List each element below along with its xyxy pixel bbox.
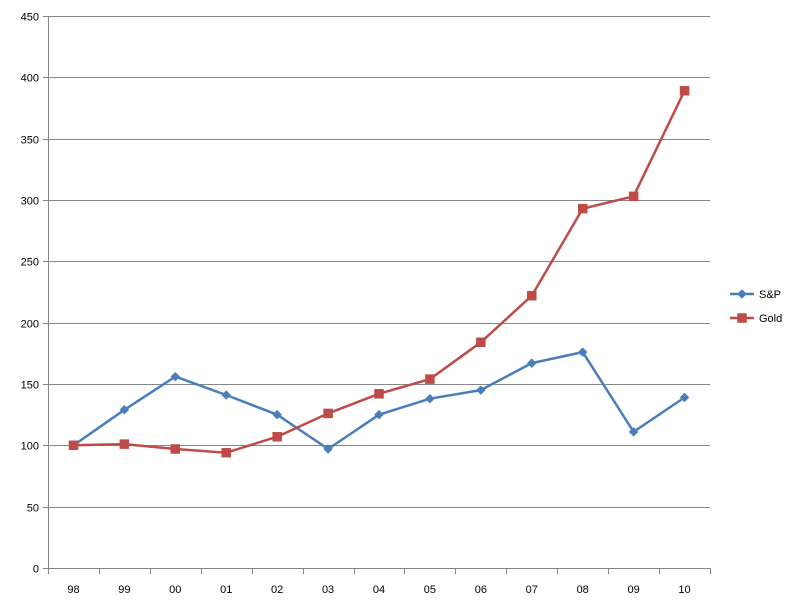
y-tick-label: 400 bbox=[21, 73, 39, 85]
data-point-00 bbox=[170, 371, 181, 382]
y-axis-ticks: 0 50 100 150 200 250 300 350 400 450 bbox=[21, 12, 48, 576]
data-point-05 bbox=[425, 374, 435, 384]
data-point-02 bbox=[272, 431, 282, 442]
data-point-08 bbox=[577, 203, 588, 214]
x-tick-label-04: 04 bbox=[373, 584, 385, 596]
y-tick-label: 100 bbox=[21, 441, 39, 453]
data-point-09 bbox=[628, 426, 639, 437]
y-tick-label: 0 bbox=[33, 564, 39, 576]
y-tick-label: 150 bbox=[21, 380, 39, 392]
data-point-03 bbox=[323, 408, 333, 419]
legend-label: Gold bbox=[759, 313, 782, 325]
gridlines bbox=[48, 16, 710, 508]
x-axis-ticks: 98 99 00 01 02 03 04 05 06 07 08 09 10 bbox=[48, 568, 711, 596]
data-point-02 bbox=[272, 409, 283, 420]
x-tick-label-05: 05 bbox=[424, 584, 436, 596]
y-tick-label: 350 bbox=[21, 135, 39, 147]
legend-item: Gold bbox=[730, 313, 782, 325]
x-tick-label-02: 02 bbox=[271, 584, 283, 596]
y-tick-label: 50 bbox=[27, 503, 39, 515]
data-point-98 bbox=[68, 440, 79, 451]
data-point-05 bbox=[425, 393, 435, 404]
legend-marker bbox=[737, 313, 747, 323]
x-tick-label-09: 09 bbox=[627, 584, 639, 596]
data-point-03 bbox=[323, 444, 333, 454]
y-tick-label: 250 bbox=[21, 257, 39, 269]
series-gold bbox=[68, 86, 690, 458]
y-tick-label: 200 bbox=[21, 319, 39, 331]
data-point-07 bbox=[526, 358, 537, 369]
data-point-08 bbox=[577, 347, 588, 357]
data-point-01 bbox=[221, 447, 231, 458]
x-tick-label-03: 03 bbox=[322, 584, 334, 596]
data-point-10 bbox=[679, 392, 690, 403]
data-point-01 bbox=[221, 390, 232, 400]
data-point-10 bbox=[679, 86, 690, 96]
data-point-99 bbox=[119, 439, 130, 449]
x-tick-label-07: 07 bbox=[526, 584, 538, 596]
data-point-09 bbox=[628, 191, 639, 202]
legend-marker bbox=[737, 289, 747, 299]
data-point-00 bbox=[170, 444, 181, 454]
x-tick-label-06: 06 bbox=[475, 584, 487, 596]
y-tick-label: 300 bbox=[21, 196, 39, 208]
data-point-06 bbox=[476, 337, 486, 348]
x-tick-label-01: 01 bbox=[220, 584, 232, 596]
axes bbox=[48, 16, 710, 569]
legend-label: S&P bbox=[759, 289, 781, 301]
x-tick-label-10: 10 bbox=[678, 584, 690, 596]
x-tick-label-08: 08 bbox=[577, 584, 589, 596]
data-point-07 bbox=[527, 290, 537, 301]
x-tick-label-00: 00 bbox=[169, 584, 181, 596]
series-layer bbox=[68, 86, 690, 458]
legend-item: S&P bbox=[730, 289, 781, 301]
x-tick-label-98: 98 bbox=[67, 584, 79, 596]
data-point-04 bbox=[374, 389, 384, 399]
data-point-06 bbox=[475, 385, 486, 395]
y-tick-label: 450 bbox=[21, 12, 39, 24]
legend: S&P Gold bbox=[730, 289, 782, 325]
data-point-04 bbox=[374, 409, 384, 420]
x-tick-label-99: 99 bbox=[118, 584, 130, 596]
data-point-99 bbox=[119, 404, 130, 415]
